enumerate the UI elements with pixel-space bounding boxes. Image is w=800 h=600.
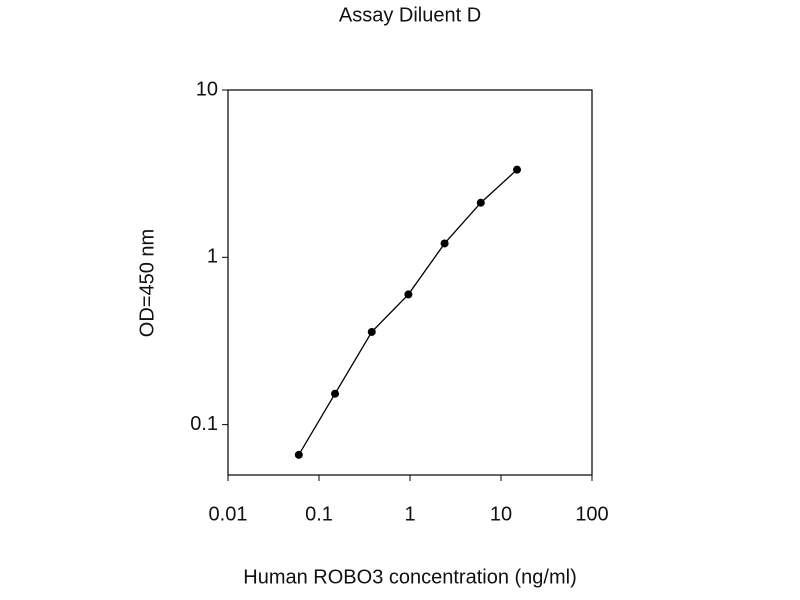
data-point xyxy=(476,198,485,207)
plot-frame xyxy=(227,89,593,476)
chart-title: Assay Diluent D xyxy=(339,4,481,26)
x-tick-label: 0.1 xyxy=(305,503,333,525)
x-tick-label: 1 xyxy=(404,503,415,525)
y-axis-label: OD=450 nm xyxy=(136,229,158,337)
data-point xyxy=(294,450,303,459)
data-point xyxy=(367,327,376,336)
y-tick-label: 1 xyxy=(207,246,218,268)
data-point xyxy=(404,290,413,299)
y-tick-label: 0.1 xyxy=(190,413,218,435)
data-point xyxy=(513,165,522,174)
y-tick-label: 10 xyxy=(196,78,218,100)
data-point xyxy=(331,389,340,398)
x-tick-label: 100 xyxy=(575,503,608,525)
data-point xyxy=(440,239,449,248)
x-tick-label: 10 xyxy=(490,503,512,525)
x-tick-label: 0.01 xyxy=(209,503,248,525)
x-axis-label: Human ROBO3 concentration (ng/ml) xyxy=(243,566,576,588)
data-line xyxy=(298,169,518,456)
